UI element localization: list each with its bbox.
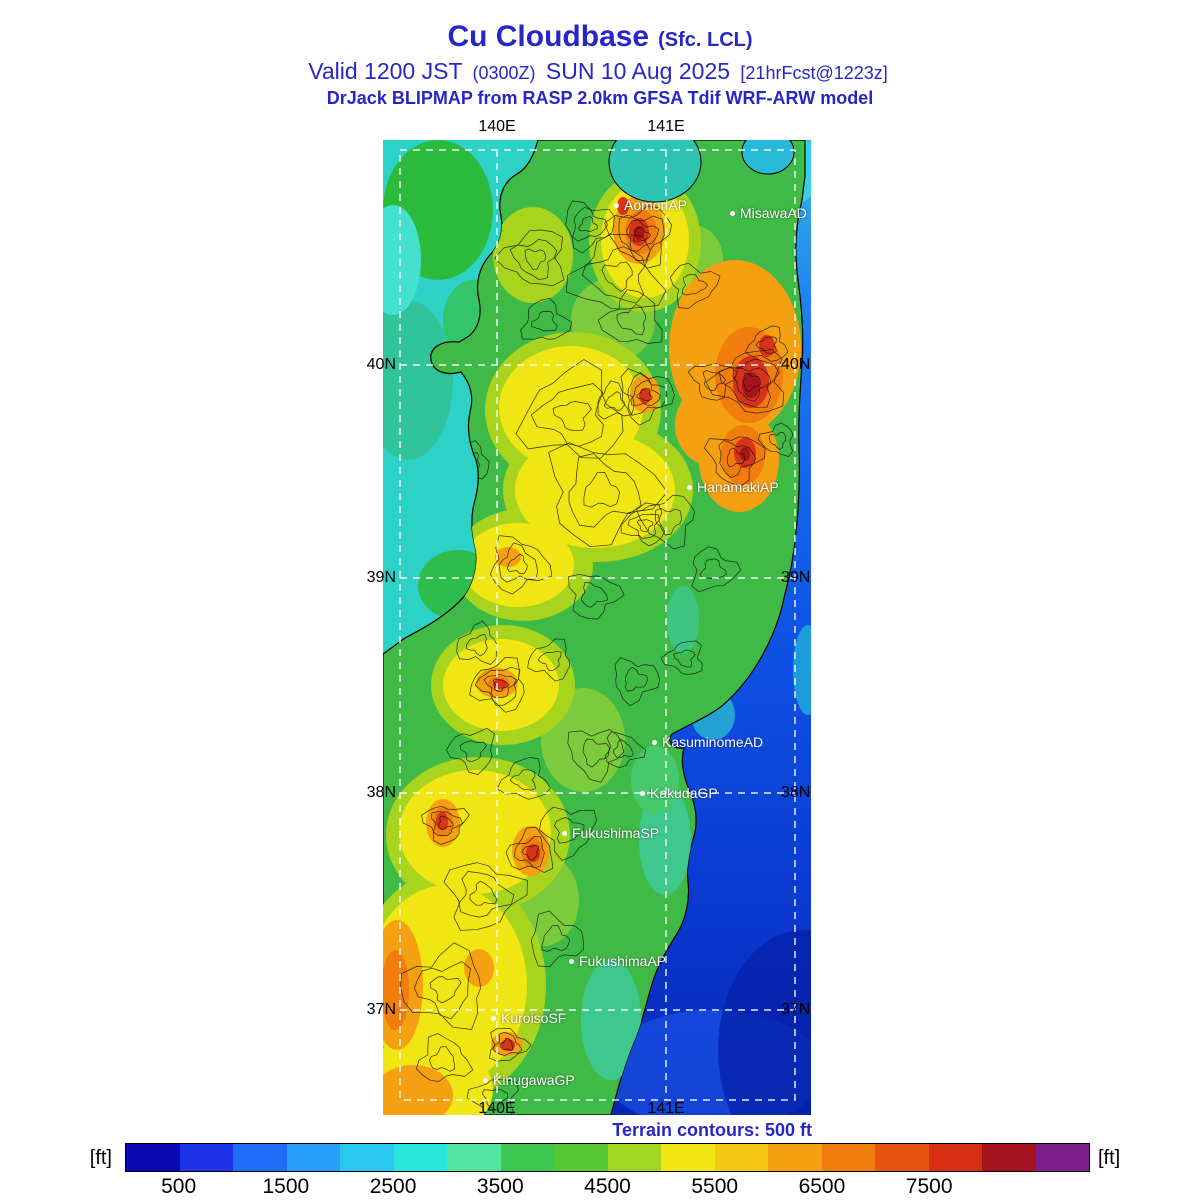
station-KinugawaGP: KinugawaGP bbox=[483, 1072, 575, 1088]
station-label: KinugawaGP bbox=[493, 1072, 575, 1088]
station-label: MisawaAD bbox=[740, 205, 807, 221]
valid-fcst: [21hrFcst@1223z] bbox=[740, 63, 888, 83]
station-label: KasuminomeAD bbox=[662, 734, 764, 750]
colorbar-tick-6500: 6500 bbox=[798, 1175, 846, 1198]
colorbar-segment bbox=[928, 1144, 982, 1171]
page-title: Cu Cloudbase (Sfc. LCL) bbox=[0, 20, 1200, 54]
colorbar-segment bbox=[661, 1144, 715, 1171]
title-suffix: (Sfc. LCL) bbox=[658, 29, 753, 51]
colorbar-segment bbox=[554, 1144, 608, 1171]
lat-label-left-37N: 37N bbox=[366, 1001, 396, 1018]
station-FukushimaAP: FukushimaAP bbox=[569, 953, 666, 969]
station-label: FukushimaSP bbox=[572, 825, 660, 841]
lon-label-bottom-141E: 141E bbox=[647, 1100, 685, 1117]
colorbar-ticks: 500 1500 2500 3500 4500 5500 6500 7500 bbox=[125, 1175, 1090, 1200]
station-HanamakiAP: HanamakiAP bbox=[687, 479, 779, 495]
station-MisawaAD: MisawaAD bbox=[730, 205, 807, 221]
lat-label-right-39N: 39N bbox=[781, 569, 811, 586]
colorbar-tick-2500: 2500 bbox=[369, 1175, 417, 1198]
colorbar-segment bbox=[500, 1144, 554, 1171]
colorbar-segment bbox=[821, 1144, 875, 1171]
unit-label-left: [ft] bbox=[89, 1147, 112, 1169]
lat-label-right-40N: 40N bbox=[781, 356, 811, 373]
station-KuroisoSF: KuroisoSF bbox=[491, 1010, 566, 1026]
lat-label-left-38N: 38N bbox=[366, 784, 396, 801]
station-KasuminomeAD: KasuminomeAD bbox=[652, 734, 763, 750]
valid-prefix: Valid 1200 JST bbox=[308, 58, 463, 84]
colorbar-segment bbox=[340, 1144, 394, 1171]
latlon-grid bbox=[399, 149, 796, 1101]
station-label: HanamakiAP bbox=[697, 479, 779, 495]
model-line: DrJack BLIPMAP from RASP 2.0km GFSA Tdif… bbox=[326, 88, 874, 108]
colorbar-segment bbox=[233, 1144, 287, 1171]
unit-label-right: [ft] bbox=[1098, 1147, 1121, 1169]
station-dot-icon bbox=[730, 210, 735, 216]
map-canvas bbox=[363, 121, 888, 1170]
valid-date: SUN 10 Aug 2025 bbox=[545, 58, 731, 84]
terrain-contours-note: Terrain contours: 500 ft bbox=[612, 1120, 812, 1140]
lat-label-left-39N: 39N bbox=[366, 569, 396, 586]
valid-zulu: (0300Z) bbox=[472, 63, 536, 83]
colorbar-tick-4500: 4500 bbox=[584, 1175, 631, 1198]
lon-label-bottom-140E: 140E bbox=[478, 1100, 516, 1117]
colorbar-segment bbox=[447, 1144, 501, 1171]
station-AomoriAP: AomoriAP bbox=[614, 197, 687, 213]
colorbar-tick-5500: 5500 bbox=[691, 1175, 739, 1198]
station-KakudaGP: KakudaGP bbox=[640, 785, 718, 801]
lon-label-top-140E: 140E bbox=[478, 118, 516, 135]
station-dot-icon bbox=[562, 830, 567, 836]
colorbar-segment bbox=[286, 1144, 340, 1171]
colorbar-tick-3500: 3500 bbox=[476, 1175, 524, 1198]
colorbar-segment bbox=[179, 1144, 233, 1171]
colorbar-tick-500: 500 bbox=[161, 1175, 197, 1198]
domain-boundary bbox=[399, 149, 796, 1101]
colorbar-segment bbox=[875, 1144, 929, 1171]
title-main: Cu Cloudbase bbox=[447, 20, 650, 53]
station-dot-icon bbox=[652, 739, 657, 745]
colorbar-segment bbox=[126, 1144, 180, 1171]
station-dot-icon bbox=[640, 790, 645, 796]
forecast-map bbox=[363, 121, 888, 1170]
colorbar-segment bbox=[982, 1144, 1036, 1171]
station-dot-icon bbox=[569, 958, 574, 964]
colorbar-segment bbox=[714, 1144, 768, 1171]
terrain-contours bbox=[400, 200, 794, 1115]
colorbar-segment bbox=[768, 1144, 822, 1171]
station-label: KuroisoSF bbox=[501, 1010, 567, 1026]
station-dot-icon bbox=[483, 1077, 488, 1083]
colorbar bbox=[125, 1143, 1090, 1172]
lat-label-left-40N: 40N bbox=[366, 356, 396, 373]
station-label: KakudaGP bbox=[650, 785, 718, 801]
station-dot-icon bbox=[614, 202, 619, 208]
lat-label-right-37N: 37N bbox=[781, 1001, 811, 1018]
cloudbase-fill-layers bbox=[383, 172, 801, 1115]
station-dot-icon bbox=[491, 1015, 496, 1021]
station-FukushimaSP: FukushimaSP bbox=[562, 825, 659, 841]
valid-line: Valid 1200 JST (0300Z) SUN 10 Aug 2025 [… bbox=[0, 58, 1200, 85]
lon-label-top-141E: 141E bbox=[647, 118, 685, 135]
colorbar-tick-1500: 1500 bbox=[262, 1175, 310, 1198]
station-label: AomoriAP bbox=[624, 197, 688, 213]
colorbar-segment bbox=[1035, 1144, 1089, 1171]
colorbar-segment bbox=[607, 1144, 661, 1171]
station-dot-icon bbox=[687, 484, 692, 490]
colorbar-tick-7500: 7500 bbox=[905, 1175, 953, 1198]
station-label: FukushimaAP bbox=[579, 953, 667, 969]
colorbar-segment bbox=[393, 1144, 447, 1171]
lat-label-right-38N: 38N bbox=[781, 784, 811, 801]
